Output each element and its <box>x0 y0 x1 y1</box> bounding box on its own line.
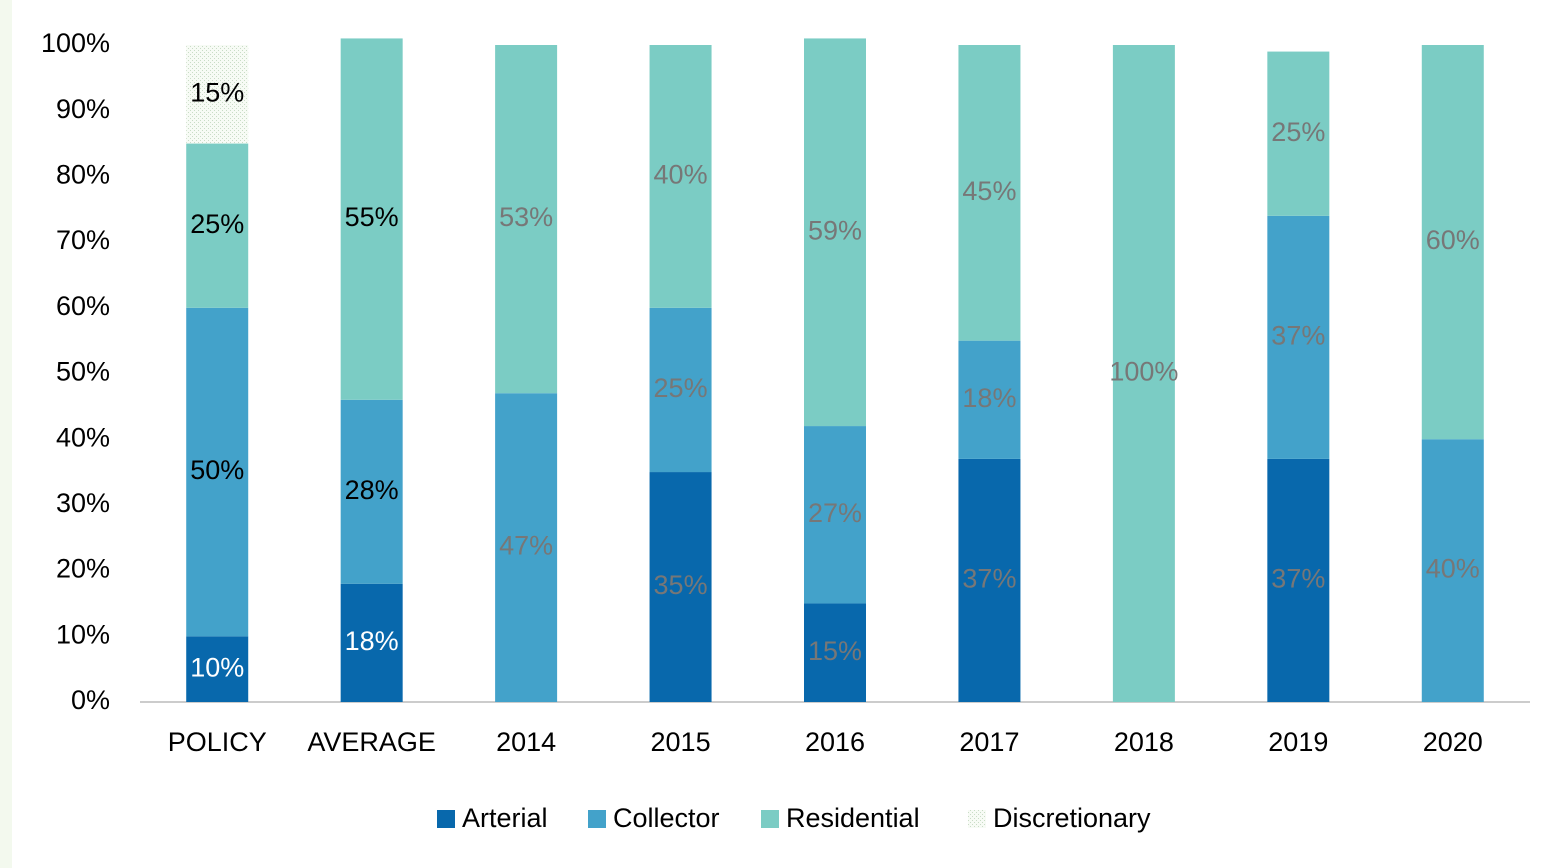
x-tick-label: POLICY <box>168 727 267 757</box>
data-label: 35% <box>654 570 708 600</box>
bar-segment <box>340 583 403 702</box>
data-label: 40% <box>654 160 708 190</box>
data-label: 60% <box>1426 225 1480 255</box>
bar-segment <box>1267 458 1330 702</box>
bar-segment <box>649 307 712 473</box>
x-tick-label: 2020 <box>1423 727 1483 757</box>
y-tick-label: 100% <box>41 28 110 58</box>
bar-segment <box>1267 215 1330 459</box>
y-tick-label: 70% <box>56 225 110 255</box>
bar-segment <box>186 143 249 308</box>
x-tick-label: 2018 <box>1114 727 1174 757</box>
y-tick-label: 90% <box>56 94 110 124</box>
data-label: 15% <box>808 636 862 666</box>
data-label: 55% <box>345 202 399 232</box>
legend-label: Residential <box>786 803 920 833</box>
bar-segment <box>495 393 558 702</box>
data-label: 15% <box>190 77 244 107</box>
legend-swatch <box>761 810 779 828</box>
data-label: 37% <box>962 564 1016 594</box>
x-tick-label: 2014 <box>496 727 556 757</box>
bar-segment <box>495 45 558 394</box>
x-tick-label: 2016 <box>805 727 865 757</box>
x-tick-label: 2015 <box>651 727 711 757</box>
bar-segment <box>958 458 1021 702</box>
bar-segment <box>186 307 249 637</box>
bar-segment <box>958 340 1021 459</box>
bar-segment <box>649 45 712 308</box>
data-label: 18% <box>962 383 1016 413</box>
legend-label: Collector <box>613 803 720 833</box>
data-label: 40% <box>1426 554 1480 584</box>
data-label: 27% <box>808 498 862 528</box>
bar-segment <box>1421 45 1484 440</box>
bar-segment <box>1421 439 1484 702</box>
legend-label: Discretionary <box>993 803 1151 833</box>
y-tick-label: 30% <box>56 488 110 518</box>
data-label: 10% <box>190 652 244 682</box>
data-label: 100% <box>1109 357 1178 387</box>
data-label: 45% <box>962 176 1016 206</box>
y-tick-label: 0% <box>71 685 110 715</box>
x-tick-label: AVERAGE <box>307 727 436 757</box>
bar-segment <box>186 636 249 702</box>
bar-segment <box>1112 45 1175 702</box>
bar-segment <box>340 399 403 584</box>
y-tick-label: 40% <box>56 422 110 452</box>
data-label: 53% <box>499 202 553 232</box>
legend-swatch <box>968 810 986 828</box>
x-tick-label: 2019 <box>1268 727 1328 757</box>
data-label: 50% <box>190 455 244 485</box>
legend-swatch <box>588 810 606 828</box>
bar-segment <box>340 38 403 400</box>
y-tick-label: 10% <box>56 619 110 649</box>
data-label: 59% <box>808 215 862 245</box>
bar-segment <box>649 472 712 702</box>
x-tick-label: 2017 <box>959 727 1019 757</box>
y-tick-label: 60% <box>56 291 110 321</box>
bar-segment <box>804 603 866 702</box>
data-label: 18% <box>345 626 399 656</box>
y-tick-label: 20% <box>56 554 110 584</box>
y-tick-label: 50% <box>56 357 110 387</box>
bar-segment <box>1267 51 1330 216</box>
bar-segment <box>804 426 866 604</box>
data-label: 28% <box>345 475 399 505</box>
legend-swatch <box>437 810 455 828</box>
data-label: 25% <box>190 209 244 239</box>
data-label: 37% <box>1271 564 1325 594</box>
bar-segment <box>958 45 1021 341</box>
legend-label: Arterial <box>462 803 548 833</box>
y-tick-label: 80% <box>56 160 110 190</box>
bar-segment <box>186 45 249 144</box>
data-label: 25% <box>1271 117 1325 147</box>
bar-segment <box>804 38 866 427</box>
data-label: 25% <box>654 373 708 403</box>
data-label: 37% <box>1271 320 1325 350</box>
data-label: 47% <box>499 531 553 561</box>
